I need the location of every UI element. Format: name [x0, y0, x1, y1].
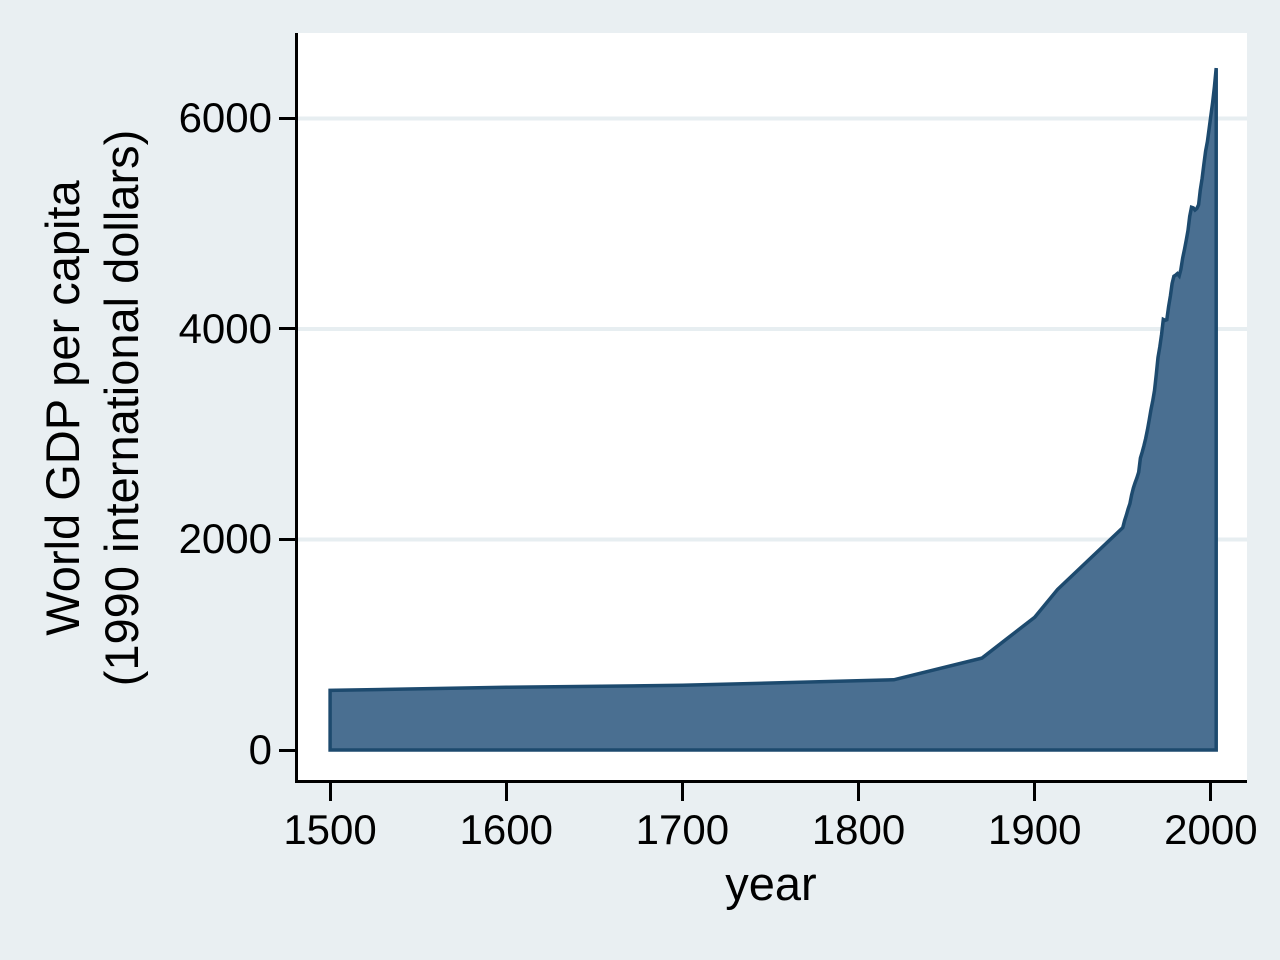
x-tick	[504, 783, 508, 801]
x-tick-label: 1500	[283, 806, 377, 853]
y-tick	[279, 116, 295, 120]
x-axis-title: year	[725, 857, 817, 910]
x-tick	[680, 783, 684, 801]
y-tick	[279, 748, 295, 752]
x-tick	[857, 783, 861, 801]
y-tick-label: 0	[248, 726, 272, 773]
x-tick-label: 1700	[635, 806, 730, 853]
x-tick-label: 1900	[988, 806, 1082, 853]
x-tick-label: 2000	[1164, 806, 1258, 853]
y-tick	[279, 327, 295, 331]
y-tick-label: 4000	[178, 304, 272, 352]
y-axis-title-line2: (1990 international dollars)	[95, 129, 148, 687]
x-tick	[1209, 783, 1213, 801]
gdp-area-series	[328, 67, 1218, 752]
y-axis-title: World GDP per capita (1990 international…	[33, 130, 151, 687]
area-chart-canvas	[298, 67, 1247, 752]
y-axis-title-line1: World GDP per capita	[36, 180, 89, 636]
x-tick	[1033, 783, 1037, 801]
x-tick-label: 1600	[459, 806, 553, 853]
y-tick-label: 2000	[178, 515, 272, 563]
x-tick-label: 1800	[811, 806, 906, 853]
y-tick-label: 6000	[178, 94, 272, 142]
y-tick	[279, 537, 295, 541]
x-tick	[328, 783, 332, 801]
plot-area	[295, 33, 1247, 783]
